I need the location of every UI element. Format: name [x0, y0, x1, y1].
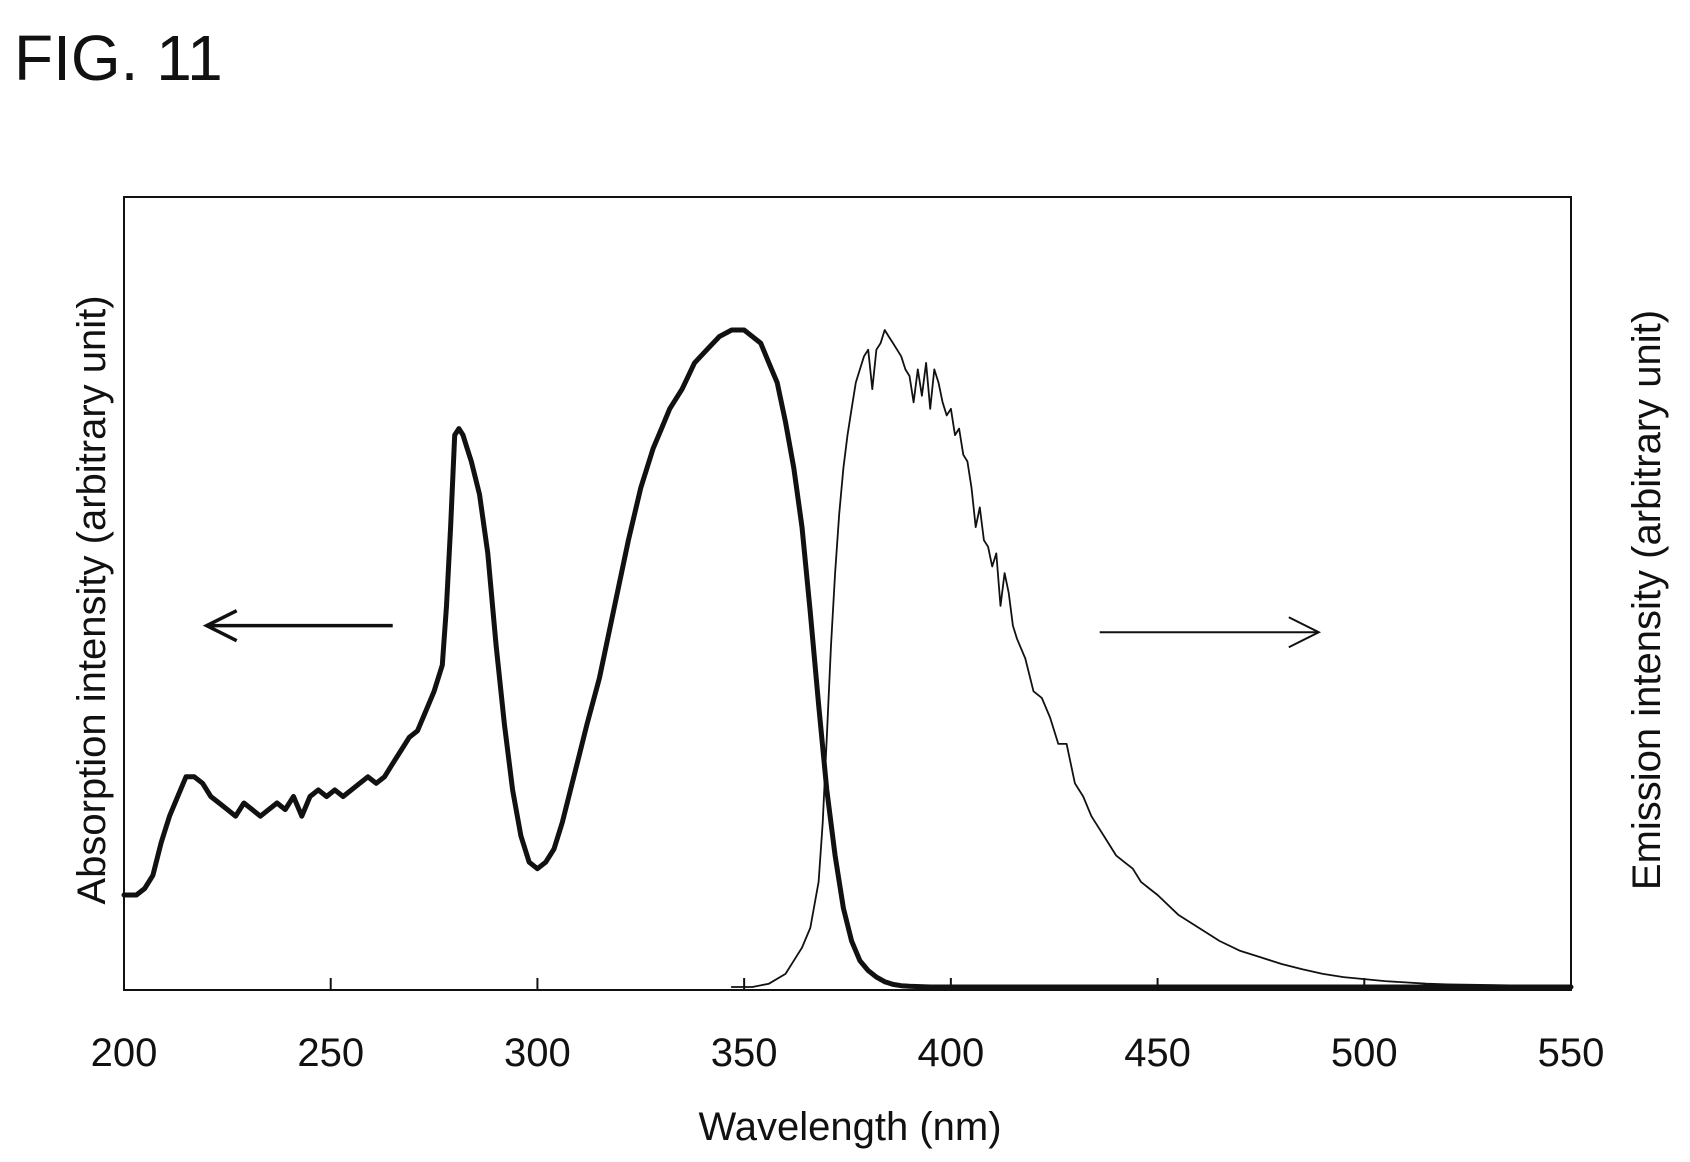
- x-tick-labels: 200 250 300 350 400 450 500 550: [91, 1031, 1605, 1075]
- plot-area: [121, 196, 1574, 991]
- x-axis-title: Wavelength (nm): [698, 1105, 1001, 1149]
- x-tick-label: 550: [1538, 1031, 1605, 1075]
- y-axis-title-left: Absorption intensity (arbitrary unit): [70, 295, 114, 904]
- arrow-left-icon: [202, 609, 393, 643]
- plot-frame: [123, 196, 1572, 991]
- y-axis-title-right: Emission intensity (arbitrary unit): [1625, 310, 1669, 890]
- x-tick-label: 200: [91, 1031, 158, 1075]
- x-tick-label: 400: [917, 1031, 984, 1075]
- x-tick-label: 450: [1124, 1031, 1191, 1075]
- x-tick-label: 350: [711, 1031, 778, 1075]
- series-lines: [121, 327, 1574, 990]
- x-tick-label: 250: [297, 1031, 364, 1075]
- arrow-right-icon: [1099, 616, 1322, 649]
- x-tick-label: 300: [504, 1031, 571, 1075]
- emission-series-line: [730, 329, 1572, 988]
- figure-label: FIG. 11: [14, 22, 223, 94]
- absorption-series-line: [121, 327, 1574, 990]
- annotation-arrows: [202, 609, 1322, 649]
- x-tick-label: 500: [1331, 1031, 1398, 1075]
